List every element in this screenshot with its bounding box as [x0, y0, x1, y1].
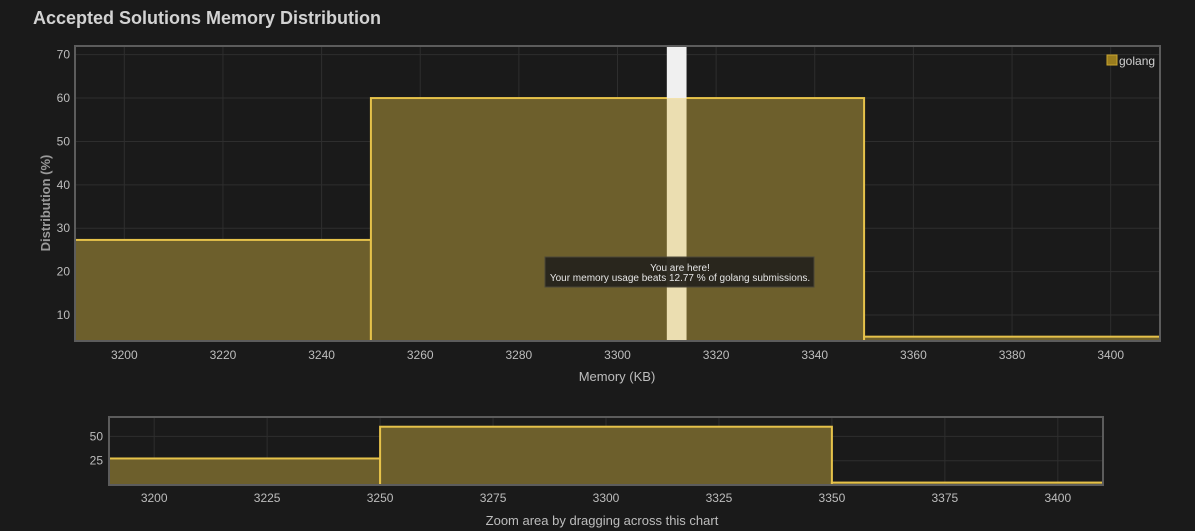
tooltip-message: Your memory usage beats 12.77 % of golan… — [550, 273, 810, 284]
nav-x-tick-label: 3300 — [593, 491, 620, 505]
main-chart[interactable]: 10 20 30 40 50 60 70 3200 3220 3240 3260 3280 3300 33… — [38, 45, 1161, 384]
legend-swatch — [1106, 54, 1118, 66]
x-tick-label: 3280 — [506, 348, 533, 362]
tooltip: You are here!Your memory usage beats 12.… — [544, 256, 815, 288]
page-title: Accepted Solutions Memory Distribution — [33, 8, 382, 28]
y-tick-label: 40 — [57, 178, 71, 192]
nav-x-tick-label: 3375 — [932, 491, 959, 505]
nav-histogram-bar-1 — [379, 425, 833, 487]
y-tick-label: 70 — [57, 48, 71, 62]
x-tick-label: 3220 — [210, 348, 237, 362]
x-tick-label: 3300 — [604, 348, 631, 362]
highlight-background — [666, 46, 687, 99]
tooltip-box — [544, 256, 815, 288]
x-tick-label: 3400 — [1097, 348, 1124, 362]
x-tick-label: 3340 — [801, 348, 828, 362]
highlight-bar — [666, 98, 687, 341]
y-axis-label: Distribution (%) — [38, 155, 53, 252]
nav-y-tick-label: 25 — [90, 454, 104, 468]
nav-plot-frame — [108, 416, 1104, 486]
nav-x-tick-label: 3200 — [141, 491, 168, 505]
y-tick-label: 30 — [57, 221, 71, 235]
nav-x-tick-label: 3400 — [1044, 491, 1071, 505]
nav-x-tick-label: 3225 — [254, 491, 281, 505]
nav-x-tick-label: 3350 — [819, 491, 846, 505]
x-tick-label: 3240 — [308, 348, 335, 362]
legend-label: golang — [1119, 54, 1155, 68]
nav-x-axis-label: Zoom area by dragging across this chart — [486, 513, 719, 528]
plot-frame — [74, 45, 1161, 342]
navigator-chart[interactable]: 25 50 3200 3225 3250 3275 3300 3325 3350 3375 3400… — [90, 416, 1105, 528]
tooltip-title: You are here! — [650, 263, 710, 274]
y-tick-label: 10 — [57, 308, 71, 322]
y-tick-label: 50 — [57, 134, 71, 148]
x-tick-label: 3260 — [407, 348, 434, 362]
nav-x-tick-label: 3325 — [706, 491, 733, 505]
y-tick-label: 60 — [57, 91, 71, 105]
nav-x-tick-label: 3275 — [480, 491, 507, 505]
x-tick-label: 3360 — [900, 348, 927, 362]
x-axis-label: Memory (KB) — [579, 369, 656, 384]
histogram-bar-0 — [74, 238, 372, 342]
nav-x-tick-label: 3250 — [367, 491, 394, 505]
x-tick-label: 3380 — [999, 348, 1026, 362]
y-tick-label: 20 — [57, 265, 71, 279]
x-tick-label: 3200 — [111, 348, 138, 362]
x-tick-label: 3320 — [703, 348, 730, 362]
nav-histogram-bar-0 — [108, 457, 382, 487]
histogram-bar-1 — [369, 97, 866, 342]
nav-y-tick-label: 50 — [90, 429, 104, 443]
